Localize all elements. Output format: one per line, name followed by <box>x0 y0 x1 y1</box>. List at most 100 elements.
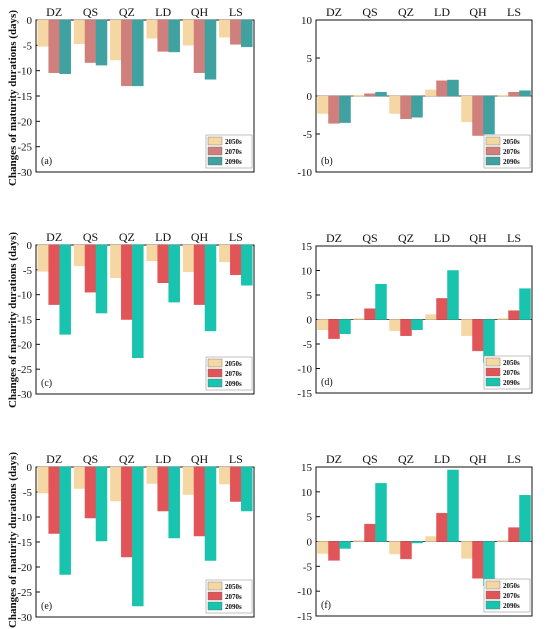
bar <box>193 244 206 305</box>
category-label: QZ <box>398 231 414 245</box>
bar <box>425 536 437 542</box>
bar <box>339 95 351 123</box>
bar <box>508 527 520 542</box>
bar <box>353 540 365 542</box>
y-tick-label: -30 <box>17 167 32 179</box>
legend-swatch <box>485 156 501 166</box>
bar <box>317 541 329 554</box>
legend-label: 2050s <box>225 360 242 368</box>
y-tick-label: 5 <box>307 53 313 65</box>
bar <box>436 298 448 320</box>
bar <box>182 466 195 495</box>
legend-label: 2050s <box>225 138 242 146</box>
y-tick-label: -5 <box>303 561 313 573</box>
legend-swatch <box>207 601 223 611</box>
bar <box>461 541 473 559</box>
legend-swatch <box>485 367 501 377</box>
bar <box>411 319 423 331</box>
category-label: LS <box>507 452 521 466</box>
bar <box>436 80 448 97</box>
category-label: QH <box>469 231 487 245</box>
bar <box>219 466 231 485</box>
y-tick-label: 10 <box>301 15 313 27</box>
category-label: LS <box>507 5 521 19</box>
y-tick-label: -25 <box>17 587 32 599</box>
bar <box>411 95 423 118</box>
bar <box>110 466 122 502</box>
category-label: QS <box>362 5 377 19</box>
bar <box>121 244 133 320</box>
category-label: DZ <box>326 452 342 466</box>
category-label: DZ <box>46 5 62 19</box>
bar <box>461 95 473 123</box>
bar <box>37 244 49 272</box>
y-tick-label: -20 <box>17 339 32 351</box>
panel-label: (f) <box>321 600 331 611</box>
legend-label: 2050s <box>503 359 520 367</box>
bar <box>73 244 86 267</box>
bar <box>317 95 329 114</box>
y-tick-label: -10 <box>17 290 32 302</box>
bar <box>219 19 231 38</box>
bar <box>353 318 365 320</box>
category-label: LD <box>155 5 171 19</box>
legend-label: 2090s <box>503 602 520 610</box>
y-axis-label-top: Changes of maturity durations (days) <box>7 9 19 187</box>
bar <box>447 79 459 97</box>
category-label: QZ <box>119 452 135 466</box>
y-tick-label: -5 <box>23 40 33 52</box>
category-label: QS <box>83 5 98 19</box>
category-label: DZ <box>46 230 62 244</box>
y-tick-label: 0 <box>307 537 313 549</box>
category-label: LS <box>229 230 243 244</box>
bar <box>400 541 412 560</box>
bar <box>497 540 509 542</box>
bar <box>157 244 169 283</box>
bar <box>375 483 387 542</box>
y-tick-label: -5 <box>23 265 33 277</box>
y-tick-label: -5 <box>23 487 33 499</box>
bar <box>508 91 520 97</box>
legend-swatch <box>485 580 501 590</box>
bar <box>157 466 169 512</box>
bar <box>519 90 531 97</box>
bar <box>317 319 329 331</box>
legend-swatch <box>207 156 223 166</box>
legend-swatch <box>207 591 223 601</box>
bar <box>48 19 60 73</box>
bar <box>121 19 133 87</box>
legend-label: 2050s <box>503 138 520 146</box>
y-tick-label: -15 <box>297 388 312 400</box>
legend-swatch <box>207 581 223 591</box>
y-tick-label: 15 <box>301 241 313 253</box>
y-tick-label: -10 <box>297 167 312 179</box>
category-label: LD <box>434 452 450 466</box>
y-tick-label: 5 <box>307 512 313 524</box>
bar <box>95 244 108 314</box>
bar <box>48 244 60 305</box>
category-label: LD <box>434 231 450 245</box>
bar <box>447 469 459 542</box>
bar <box>375 283 387 320</box>
category-label: DZ <box>326 5 342 19</box>
bar <box>497 318 509 320</box>
category-label: QZ <box>119 230 135 244</box>
legend-label: 2070s <box>503 148 520 156</box>
y-tick-label: 0 <box>27 15 33 27</box>
y-tick-label: -10 <box>17 66 32 78</box>
bar <box>204 244 217 332</box>
bar <box>364 523 376 542</box>
bar <box>328 319 340 339</box>
bar <box>132 19 144 87</box>
category-label: QH <box>469 452 487 466</box>
bar <box>447 270 459 320</box>
legend-label: 2090s <box>503 379 520 387</box>
y-tick-label: -15 <box>17 91 32 103</box>
category-label: QH <box>469 5 487 19</box>
bar <box>146 466 158 484</box>
bar <box>519 495 531 542</box>
y-tick-label: 0 <box>27 462 33 474</box>
bar <box>472 319 484 352</box>
category-label: DZ <box>46 452 62 466</box>
bar <box>353 94 365 97</box>
